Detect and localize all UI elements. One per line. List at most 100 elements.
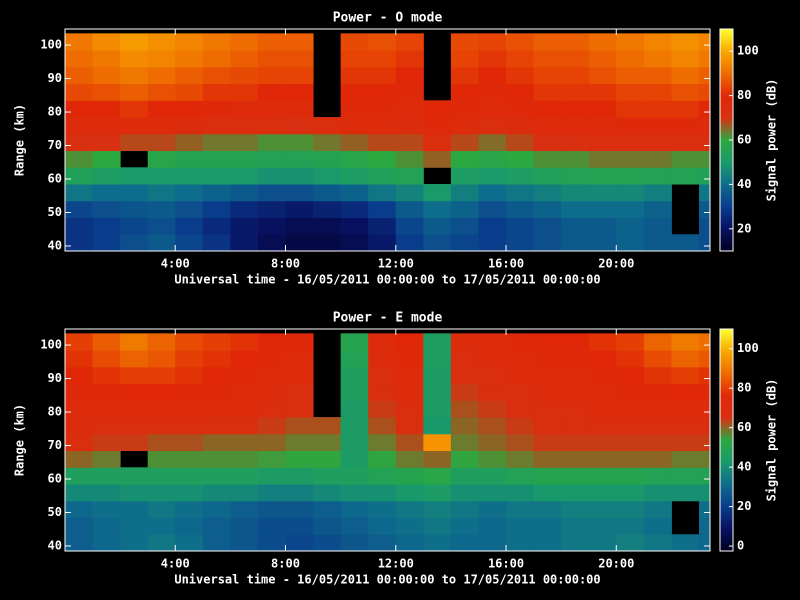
cell (92, 117, 121, 135)
cell (230, 333, 259, 351)
cell (506, 517, 535, 535)
cell (65, 450, 94, 468)
cell (643, 417, 672, 435)
cell (285, 333, 314, 351)
cell (533, 66, 562, 85)
cell (340, 33, 369, 51)
cell (147, 333, 176, 351)
cell (395, 100, 424, 118)
cell (120, 66, 149, 85)
cell (533, 450, 562, 468)
cell (698, 400, 710, 418)
cell (340, 517, 369, 535)
cell (230, 383, 259, 401)
cell (533, 50, 562, 68)
cell (533, 150, 562, 168)
cell (423, 117, 452, 135)
x-tick-label: 8:00 (271, 257, 300, 271)
cell (616, 33, 645, 51)
cell (230, 400, 259, 418)
cell (65, 167, 94, 185)
cell (671, 433, 700, 452)
cell (65, 350, 94, 368)
cell (561, 133, 590, 152)
cell (395, 400, 424, 418)
cell (175, 133, 204, 152)
cell (257, 150, 287, 168)
cell (671, 366, 700, 385)
cell (506, 500, 535, 519)
cell (671, 350, 700, 368)
cell (92, 217, 121, 235)
cell (230, 184, 259, 202)
cell (65, 33, 94, 51)
cell (120, 234, 149, 251)
cell (588, 217, 617, 235)
cell (478, 66, 507, 85)
y-tick-label: 90 (48, 71, 62, 85)
cell (423, 217, 452, 235)
cell (147, 133, 176, 152)
cell (340, 333, 369, 351)
cell (368, 450, 397, 468)
cell (313, 167, 342, 185)
cell (478, 433, 507, 452)
cell (257, 417, 287, 435)
cell (120, 50, 149, 68)
x-tick-label: 16:00 (488, 557, 524, 571)
cell (698, 383, 710, 401)
cell (588, 83, 617, 101)
colorbar-tick-label: 0 (737, 539, 744, 553)
cell (561, 517, 590, 535)
cell (478, 33, 507, 51)
cell (65, 400, 94, 418)
cell (506, 133, 535, 152)
x-tick-label: 20:00 (598, 557, 634, 571)
cell (506, 200, 535, 219)
cell (450, 400, 479, 418)
y-tick-label: 60 (48, 172, 62, 186)
cell (230, 484, 259, 502)
cell (533, 217, 562, 235)
cell (120, 100, 149, 118)
cell (368, 500, 397, 519)
cell (65, 234, 94, 251)
cell (175, 184, 204, 202)
cell (120, 33, 149, 51)
cell (506, 450, 535, 468)
cell (340, 217, 369, 235)
cell (92, 433, 121, 452)
cell (450, 83, 479, 101)
cell (65, 83, 94, 101)
cell (92, 383, 121, 401)
cell (368, 100, 397, 118)
cell (257, 534, 287, 551)
cell (202, 200, 231, 219)
cell (643, 366, 672, 385)
cell (120, 534, 149, 551)
cell (450, 433, 479, 452)
cell (643, 83, 672, 101)
cell (395, 66, 424, 85)
cell (92, 200, 121, 219)
x-tick-label: 20:00 (598, 257, 634, 271)
heatmap (65, 333, 710, 551)
cell (561, 350, 590, 368)
cell (285, 534, 314, 551)
cell (92, 467, 121, 485)
cell (368, 534, 397, 551)
x-tick-label: 4:00 (161, 557, 190, 571)
cell (561, 366, 590, 385)
cell (175, 383, 204, 401)
cell (147, 150, 176, 168)
cell (368, 433, 397, 452)
cell (450, 500, 479, 519)
cell (340, 500, 369, 519)
cell (65, 433, 94, 452)
cell (395, 383, 424, 401)
cell (588, 234, 617, 251)
cell (313, 467, 342, 485)
cell (92, 400, 121, 418)
cell (533, 100, 562, 118)
x-tick-label: 12:00 (378, 557, 414, 571)
